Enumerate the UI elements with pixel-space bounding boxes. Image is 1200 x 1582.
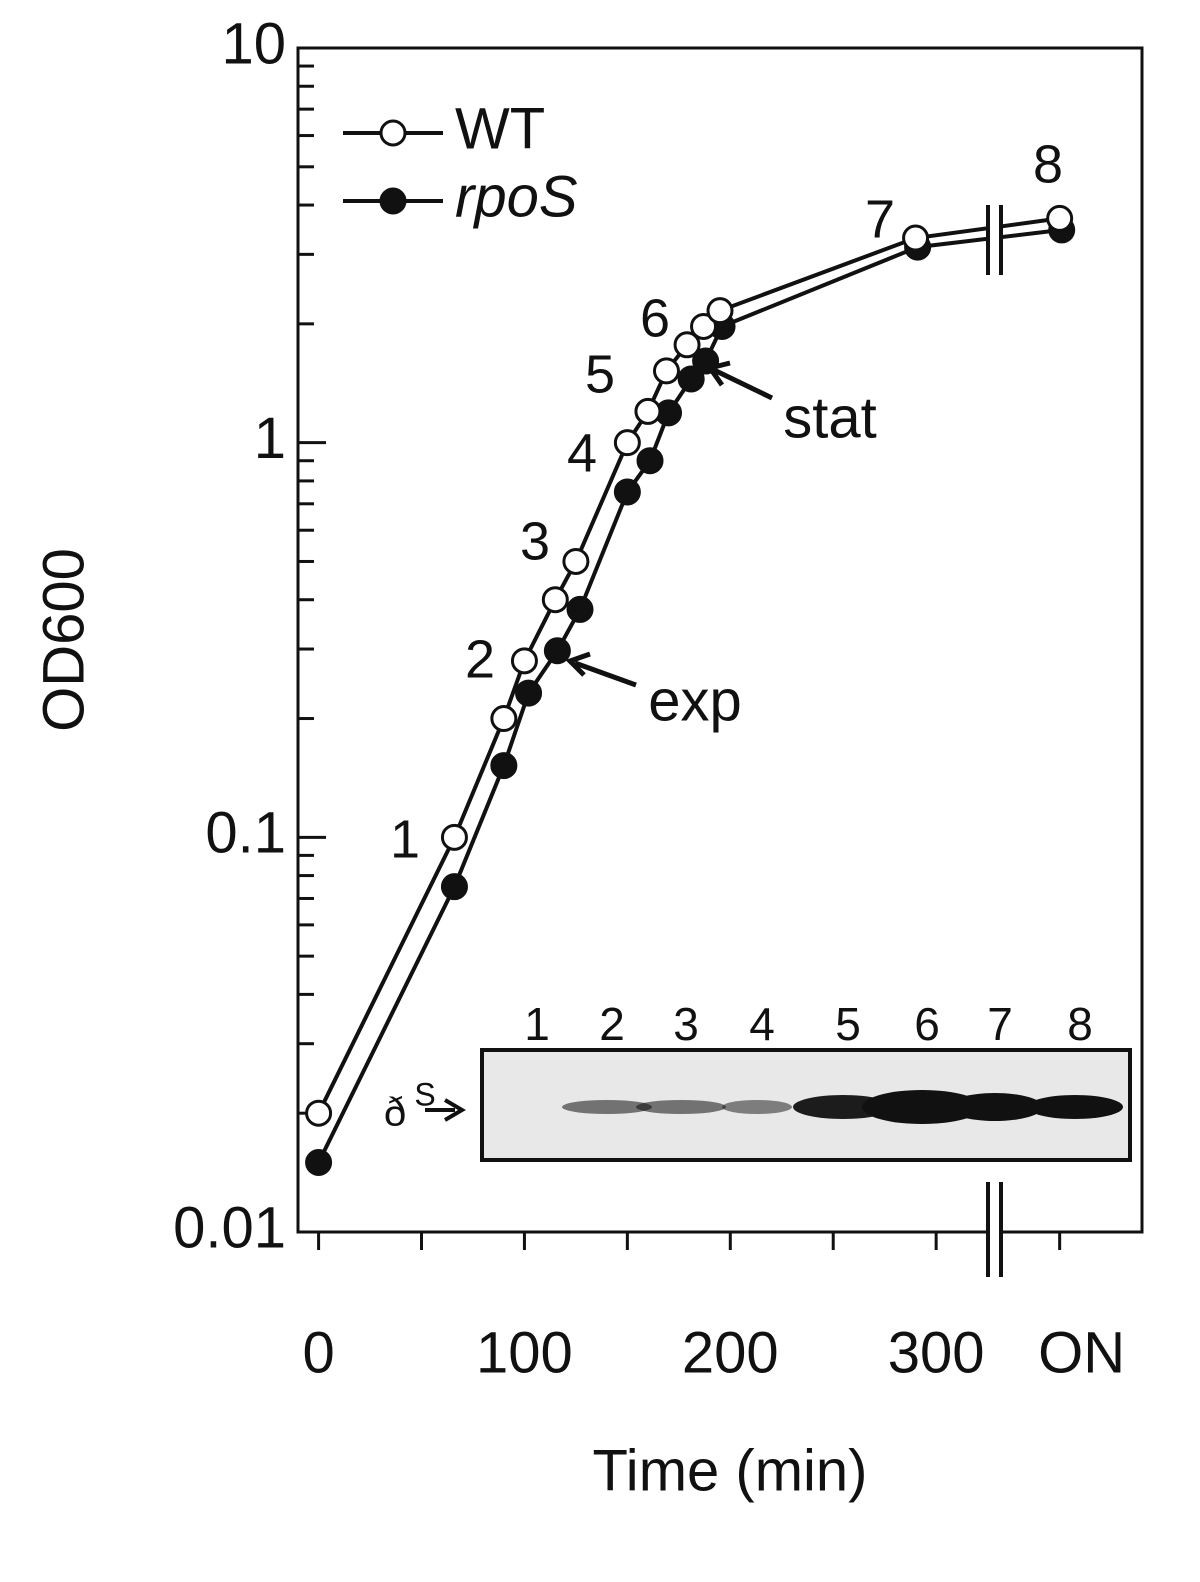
annotation: stat <box>783 385 877 450</box>
data-point <box>541 586 569 614</box>
data-point <box>673 331 701 359</box>
data-point <box>440 823 468 851</box>
y-tick-label: 0.01 <box>173 1195 286 1260</box>
data-point <box>706 297 734 325</box>
data-point <box>543 637 571 665</box>
legend-marker <box>379 187 407 215</box>
legend-marker <box>379 119 407 147</box>
data-point <box>490 705 518 733</box>
band-arrow <box>425 1098 466 1122</box>
data-point <box>515 679 543 707</box>
point-label: 6 <box>640 288 670 348</box>
y-axis-label: OD600 <box>31 548 96 732</box>
legend-label: WT <box>455 96 545 161</box>
band-label-sup: S <box>414 1076 435 1112</box>
point-label: 7 <box>865 189 895 249</box>
blot-band <box>722 1100 792 1114</box>
line-break-gap <box>990 205 1000 275</box>
lane-label: 4 <box>749 998 775 1050</box>
data-point <box>562 547 590 575</box>
y-tick-label: 10 <box>221 11 286 76</box>
data-point <box>902 224 930 252</box>
blot-band <box>1027 1095 1123 1119</box>
annotation-arrow <box>565 651 637 688</box>
inset-blot: 1 2 3 4 5 6 7 8 ð S <box>384 998 1132 1162</box>
lane-label: 7 <box>987 998 1013 1050</box>
lane-label: 2 <box>599 998 625 1050</box>
x-tick-label: 300 <box>888 1320 985 1385</box>
x-tick-label: 0 <box>302 1320 334 1385</box>
point-label: 3 <box>520 511 550 571</box>
lane-label: 1 <box>524 998 550 1050</box>
lane-label: 6 <box>914 998 940 1050</box>
x-tick-label: 100 <box>476 1320 573 1385</box>
point-label: 2 <box>465 629 495 689</box>
lane-label: 8 <box>1067 998 1093 1050</box>
legend-label: rpoS <box>455 164 578 229</box>
lane-label: 5 <box>835 998 861 1050</box>
data-point <box>1046 204 1074 232</box>
point-label: 5 <box>585 344 615 404</box>
plot-frame <box>296 46 1144 1234</box>
blot-band <box>862 1090 982 1124</box>
x-tick-label: ON <box>1038 1320 1125 1385</box>
data-point <box>677 365 705 393</box>
x-tick-label: 200 <box>682 1320 779 1385</box>
annotation: exp <box>648 668 742 733</box>
data-point <box>613 429 641 457</box>
data-point <box>490 752 518 780</box>
data-point <box>613 478 641 506</box>
band-label: ð <box>384 1091 406 1135</box>
annotation-arrow <box>705 360 774 401</box>
blot-band <box>636 1100 726 1114</box>
data-point <box>566 595 594 623</box>
y-tick-label: 1 <box>254 406 286 471</box>
point-label: 4 <box>567 423 597 483</box>
data-point <box>305 1099 333 1127</box>
blot-band <box>947 1093 1043 1121</box>
data-point <box>636 447 664 475</box>
data-point <box>652 357 680 385</box>
blot-band <box>562 1100 652 1114</box>
y-tick-label: 0.1 <box>205 801 286 866</box>
data-point <box>440 873 468 901</box>
axis-break-gap <box>990 1182 1000 1277</box>
x-axis-label: Time (min) <box>593 1438 868 1503</box>
data-point <box>510 647 538 675</box>
data-point <box>305 1149 333 1177</box>
point-label: 1 <box>390 809 420 869</box>
lane-label: 3 <box>673 998 699 1050</box>
data-point <box>634 397 662 425</box>
point-label: 8 <box>1033 134 1063 194</box>
data-point <box>690 312 718 340</box>
